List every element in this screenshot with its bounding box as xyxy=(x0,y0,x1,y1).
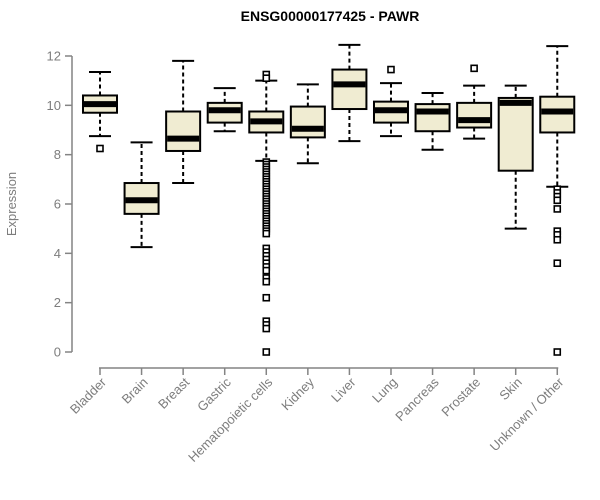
outlier-point xyxy=(553,235,562,244)
x-tick-label: Gastric xyxy=(194,374,234,414)
x-tick-label: Brain xyxy=(119,375,151,407)
outlier-point xyxy=(262,293,271,302)
y-tick-label: 0 xyxy=(54,345,61,360)
x-tick-label: Unknown / Other xyxy=(487,374,567,454)
outlier-point xyxy=(262,74,271,82)
outlier-point xyxy=(262,229,271,238)
x-tick-label: Prostate xyxy=(438,375,483,420)
y-tick-label: 10 xyxy=(47,98,61,113)
y-axis-title: Expression xyxy=(4,172,19,236)
outlier-point xyxy=(470,64,478,73)
box xyxy=(539,95,576,134)
outlier-point xyxy=(262,324,271,333)
x-tick-label: Lung xyxy=(369,375,400,406)
x-tick-label: Breast xyxy=(155,374,192,411)
box xyxy=(331,68,368,111)
box xyxy=(289,105,326,139)
box xyxy=(165,110,202,152)
x-tick-label: Pancreas xyxy=(392,374,442,424)
outlier-point xyxy=(262,277,271,286)
chart-title: ENSG00000177425 - PAWR xyxy=(241,8,420,24)
y-tick-label: 4 xyxy=(54,246,61,261)
x-tick-label: Kidney xyxy=(278,374,317,413)
outlier-point xyxy=(262,348,271,356)
box xyxy=(414,103,451,133)
outlier-point xyxy=(553,259,562,267)
y-tick-label: 2 xyxy=(54,295,61,310)
x-tick-label: Bladder xyxy=(67,374,110,417)
x-tick-label: Liver xyxy=(328,374,359,405)
outlier-point xyxy=(553,348,562,356)
box xyxy=(456,101,493,129)
outlier-point xyxy=(387,65,395,74)
x-tick-label: Skin xyxy=(496,375,524,403)
outlier-point xyxy=(262,266,271,275)
outlier-point xyxy=(96,144,104,153)
y-tick-label: 12 xyxy=(47,48,61,63)
outlier-point xyxy=(553,205,562,213)
y-tick-label: 6 xyxy=(54,196,61,211)
box xyxy=(497,96,534,172)
y-tick-label: 8 xyxy=(54,147,61,162)
outlier-point xyxy=(553,196,562,205)
